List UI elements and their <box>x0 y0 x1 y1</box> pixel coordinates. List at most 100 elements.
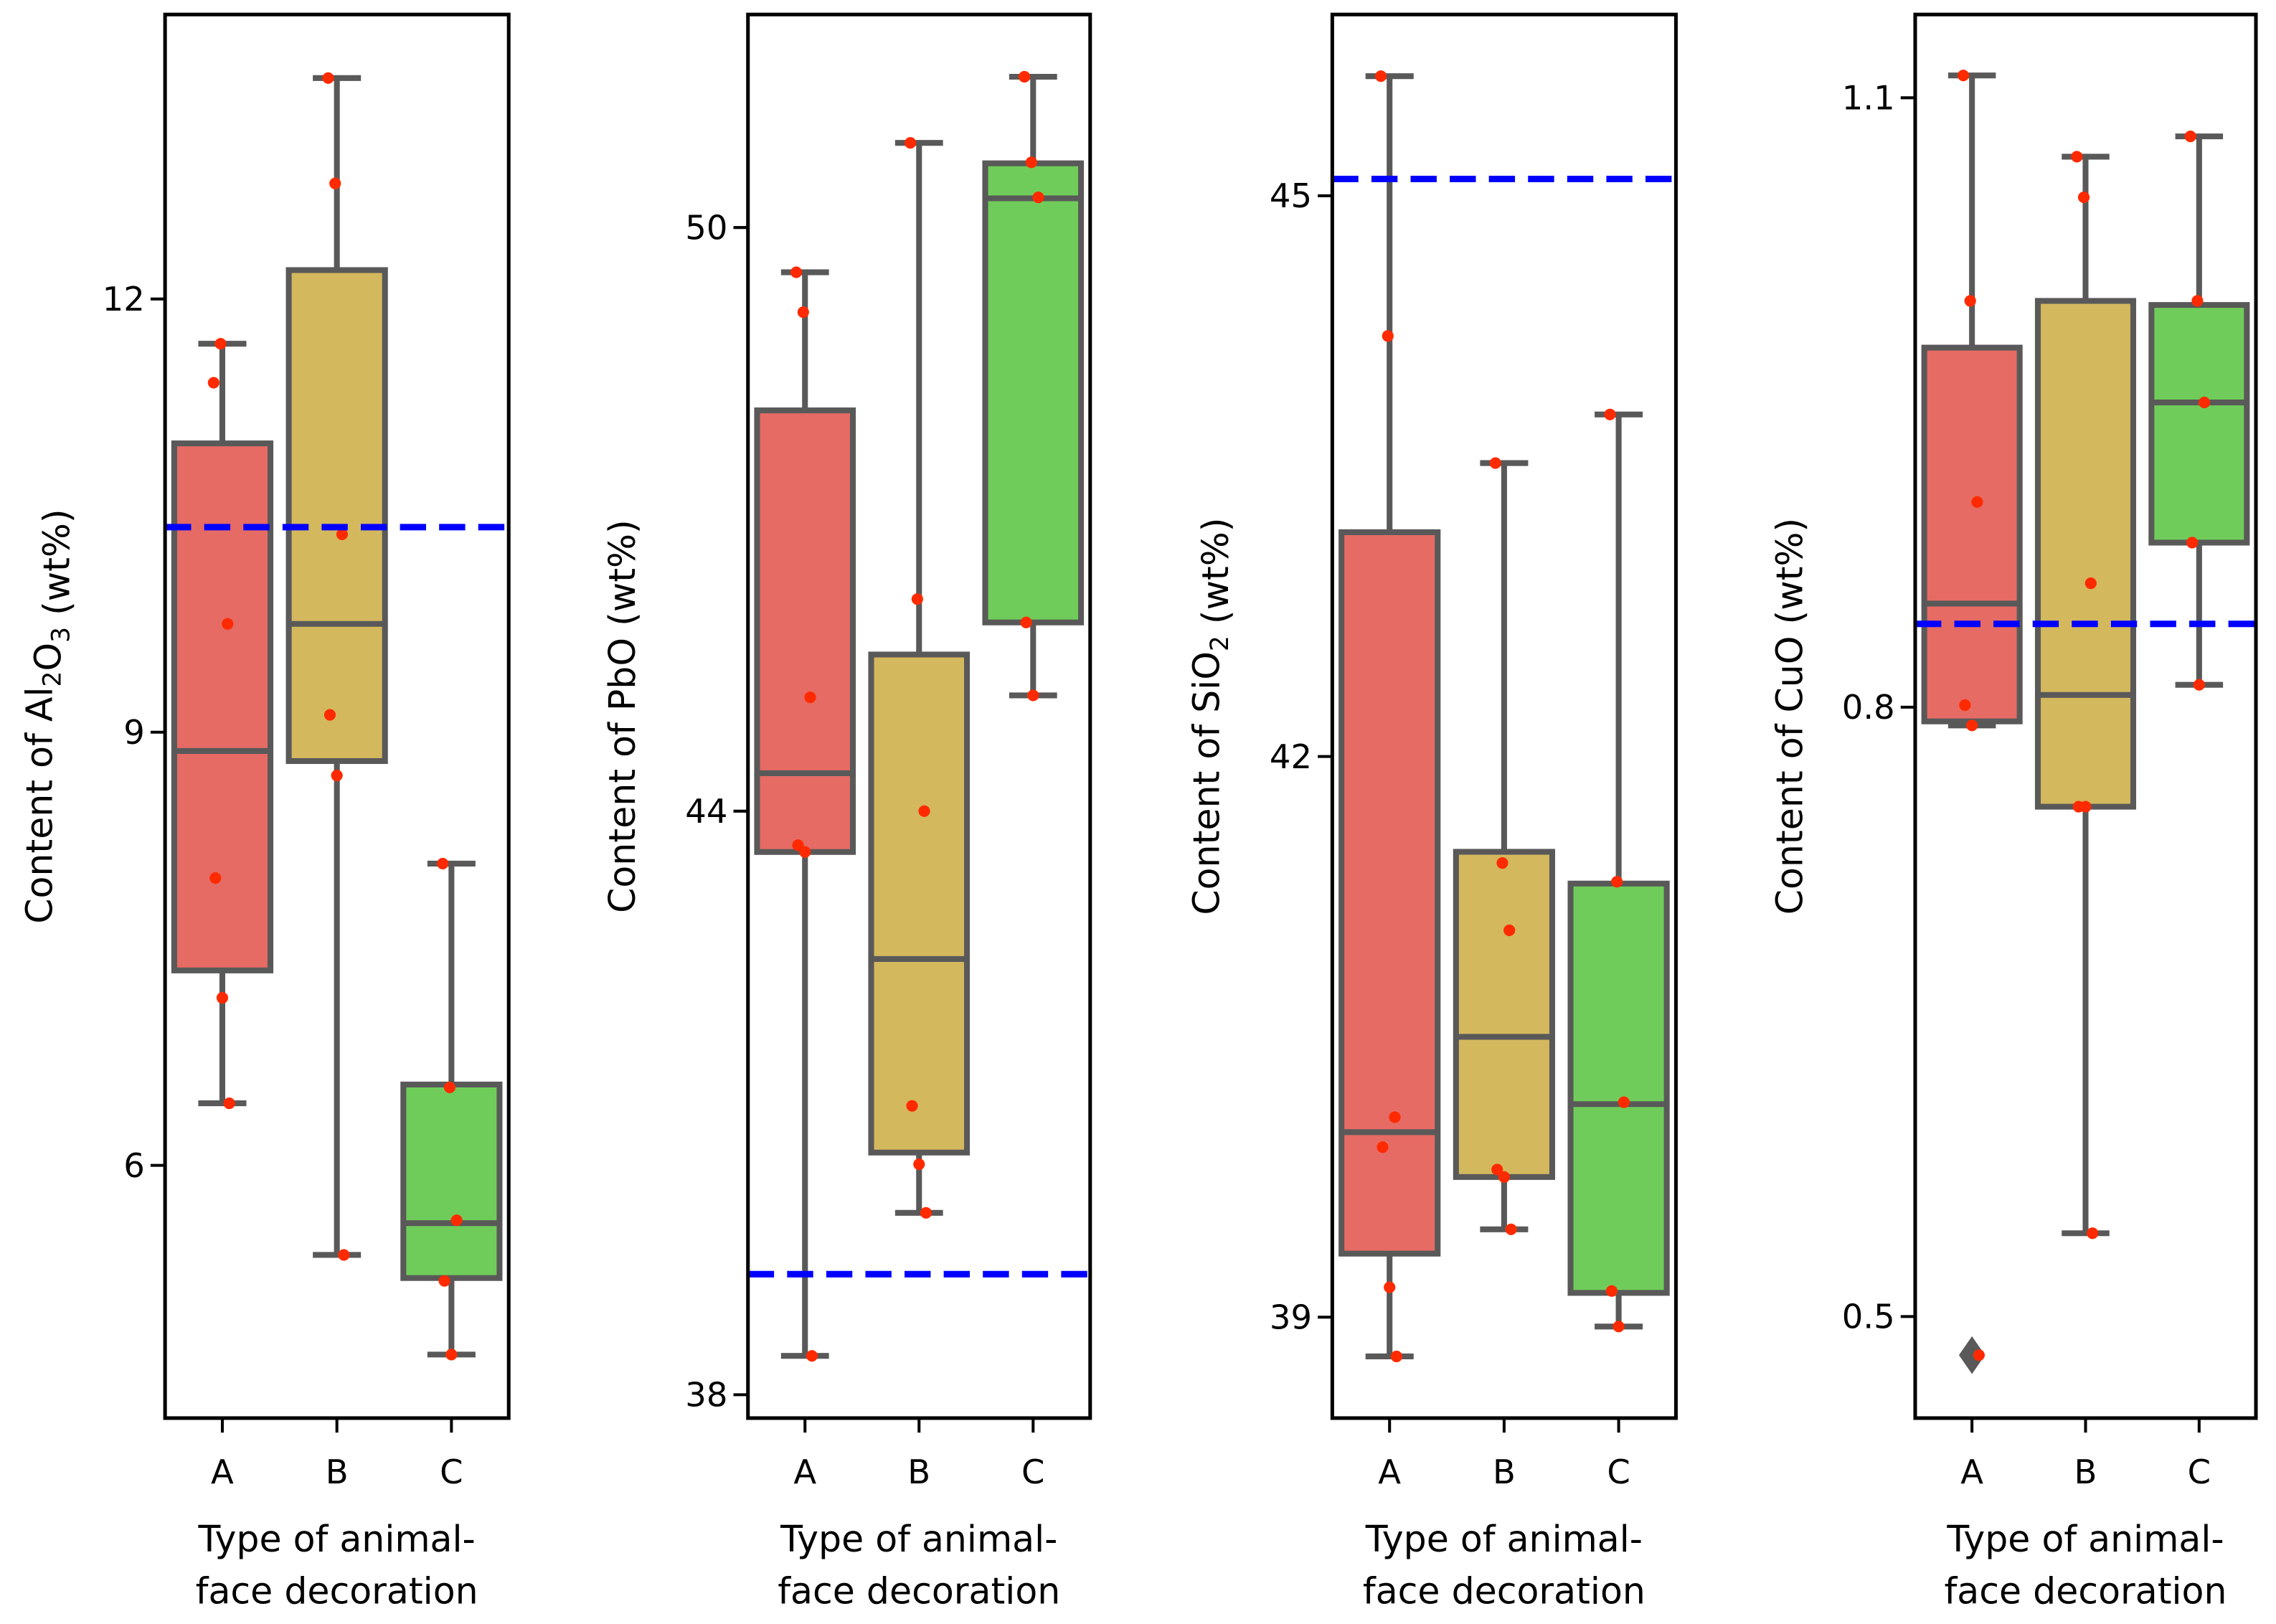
label-segment: Content of PbO (wt%) <box>601 519 643 913</box>
x-tick-label: C <box>1607 1453 1630 1491</box>
x-tick-label: C <box>2188 1453 2211 1491</box>
x-tick-label: B <box>907 1453 930 1491</box>
data-point <box>2191 295 2204 307</box>
data-point <box>1496 857 1508 869</box>
x-tick-label: A <box>793 1453 816 1491</box>
box-iqr <box>285 267 388 765</box>
data-point <box>1604 408 1616 420</box>
x-tick-label: B <box>326 1453 349 1491</box>
box-iqr <box>868 651 971 1156</box>
label-segment: Content of CuO (wt%) <box>1768 518 1810 915</box>
data-point <box>920 1207 932 1219</box>
data-point <box>1025 156 1037 169</box>
data-point <box>1973 1349 1985 1361</box>
y-axis-label: Content of PbO (wt%) <box>601 519 643 913</box>
data-point <box>324 709 336 721</box>
y-tick-label: 44 <box>685 792 727 831</box>
data-point <box>1964 295 1976 307</box>
y-tick-label: 39 <box>1270 1298 1312 1336</box>
data-point <box>2084 577 2097 590</box>
box-iqr <box>1921 344 2023 724</box>
data-point <box>1020 616 1032 628</box>
data-point <box>2071 151 2083 163</box>
x-axis-label: face decoration <box>778 1570 1060 1613</box>
data-point <box>1019 70 1031 83</box>
data-point <box>2193 679 2205 691</box>
y-tick-label: 45 <box>1270 176 1312 215</box>
data-point <box>1505 1223 1517 1235</box>
y-tick-label: 42 <box>1270 737 1312 776</box>
data-point <box>1611 876 1623 888</box>
data-point <box>911 593 923 605</box>
data-point <box>804 691 816 704</box>
subplot-2: 38 44 50 A B C Type of animal-face decoration C… <box>601 12 1092 1613</box>
y-tick-label: 0.8 <box>1842 688 1895 727</box>
data-point <box>214 338 227 350</box>
data-point <box>1377 1141 1389 1153</box>
data-point <box>2079 801 2092 813</box>
data-point <box>1489 457 1501 469</box>
data-point <box>322 72 334 84</box>
box-C <box>2148 131 2250 691</box>
box-A <box>1338 70 1441 1363</box>
x-axis-label: Type of animal- <box>780 1518 1057 1560</box>
data-point <box>1498 1171 1510 1183</box>
data-point <box>913 1158 925 1171</box>
data-point <box>1957 70 1970 82</box>
label-segment: O <box>27 643 70 671</box>
box-C <box>400 857 503 1361</box>
y-tick-label: 9 <box>123 713 145 752</box>
data-point <box>799 846 811 858</box>
data-point <box>1032 192 1044 204</box>
box-C <box>982 70 1085 702</box>
data-point <box>797 306 809 318</box>
box-iqr <box>2148 302 2250 546</box>
data-point <box>2184 131 2196 143</box>
label-segment: Content of SiO <box>1186 651 1228 915</box>
data-point <box>438 1275 450 1287</box>
x-tick-label: B <box>1493 1453 1516 1491</box>
y-axis-label: Content of SiO2 (wt%) <box>1186 518 1237 915</box>
data-point <box>338 1249 350 1261</box>
data-point <box>336 528 349 541</box>
data-point <box>222 618 234 630</box>
box-iqr <box>1567 880 1670 1296</box>
data-point <box>1618 1096 1630 1108</box>
subplot-1: 6 9 12 A B C Type of animal-face decoration Con… <box>18 12 511 1613</box>
data-point <box>2199 396 2211 409</box>
data-point <box>906 1100 918 1112</box>
data-point <box>207 377 219 389</box>
data-point <box>1503 924 1516 937</box>
x-tick-label: C <box>440 1453 463 1491</box>
label-segment: (wt%) <box>36 509 78 627</box>
data-point <box>1491 1163 1503 1176</box>
box-iqr <box>1338 529 1441 1257</box>
x-tick-label: A <box>1378 1453 1401 1491</box>
box-A <box>1921 70 2023 1374</box>
y-axis-label: Content of Al2O3 (wt%) <box>18 509 77 923</box>
data-point <box>806 1350 818 1362</box>
box-iqr <box>982 160 1085 625</box>
x-axis-label: face decoration <box>196 1570 478 1613</box>
data-point <box>437 857 449 870</box>
data-point <box>1389 1111 1401 1123</box>
label-segment: Content of Al <box>18 686 60 923</box>
box-B <box>868 137 971 1219</box>
data-point <box>1384 1281 1396 1293</box>
x-axis-label: face decoration <box>1945 1570 2227 1613</box>
x-axis-label: face decoration <box>1363 1570 1645 1613</box>
data-point <box>1027 689 1039 702</box>
box-B <box>1453 457 1556 1235</box>
data-point <box>905 137 917 149</box>
data-point <box>2087 1227 2099 1240</box>
x-tick-label: B <box>2074 1453 2097 1491</box>
data-point <box>2186 537 2199 549</box>
box-A <box>171 338 274 1110</box>
data-point <box>790 266 803 278</box>
y-tick-label: 12 <box>103 280 145 318</box>
box-C <box>1567 408 1670 1333</box>
data-point <box>450 1214 463 1227</box>
data-point <box>329 177 341 189</box>
box-iqr <box>2034 298 2137 810</box>
